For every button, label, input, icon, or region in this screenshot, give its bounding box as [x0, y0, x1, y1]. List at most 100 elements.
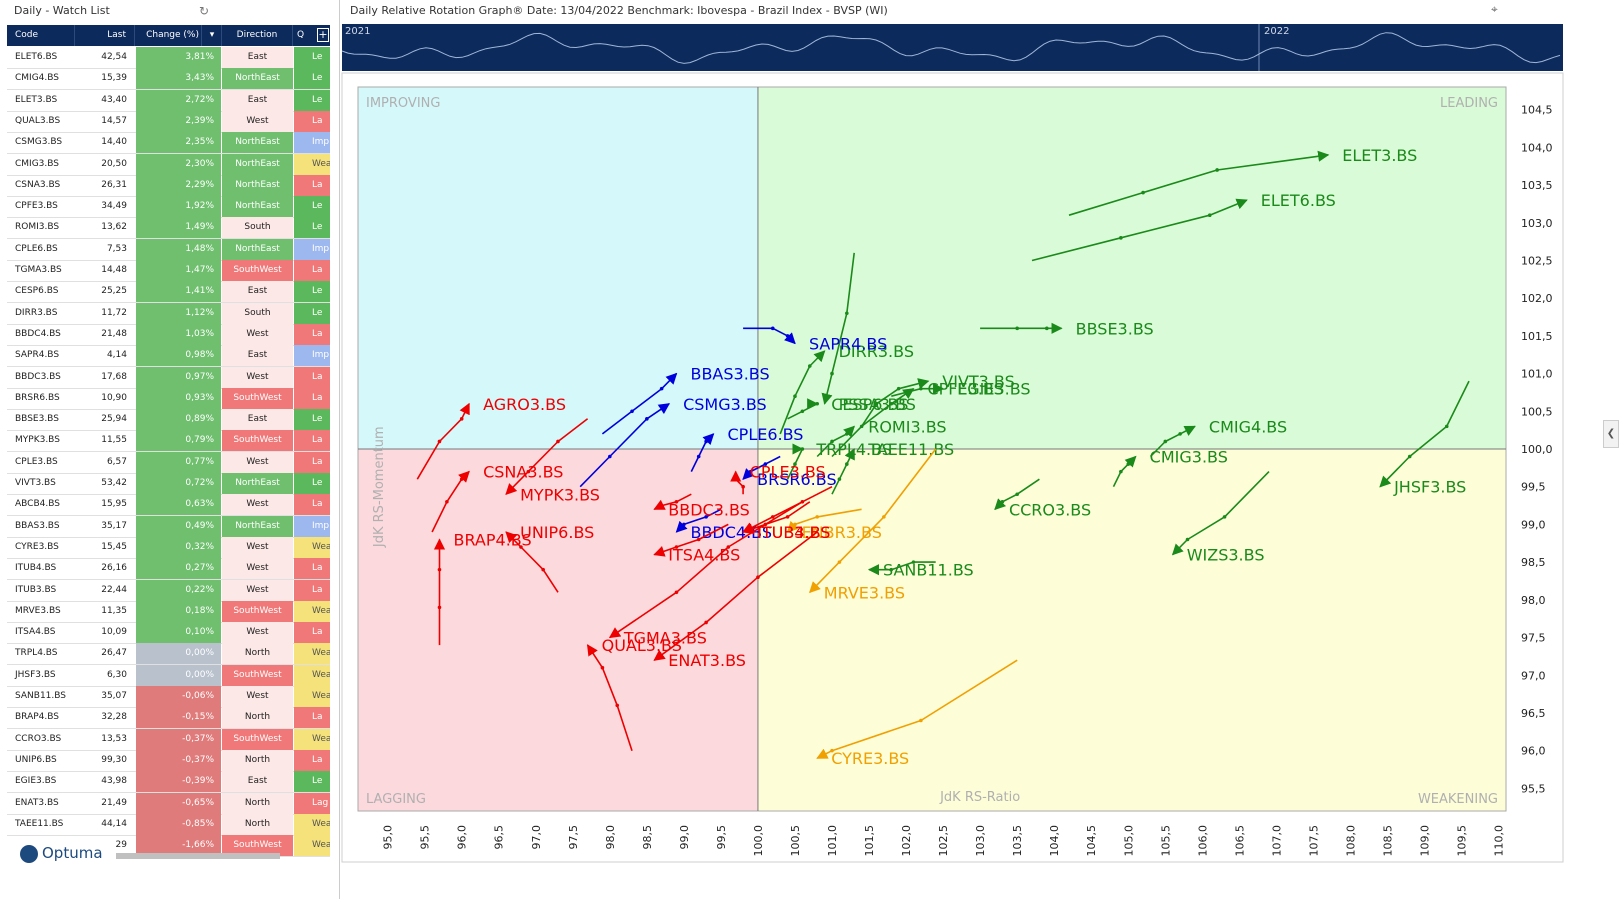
series-tail [779, 350, 826, 435]
series-label: CESP6.BS [831, 395, 908, 414]
series-point [1015, 326, 1019, 331]
table-row[interactable]: BBSE3.BS 25,94 0,89% East Le [7, 409, 330, 432]
x-tick-label: 104,0 [1048, 825, 1061, 857]
series-tail [742, 455, 781, 481]
cell-direction: NorthEast [222, 132, 293, 154]
cell-code: CSMG3.BS [15, 137, 63, 148]
cell-quadrant: La [294, 323, 330, 345]
x-tick-label: 98,0 [604, 825, 617, 850]
table-row[interactable]: CMIG3.BS 20,50 2,30% NorthEast Wea [7, 153, 330, 176]
table-row[interactable]: ITUB4.BS 26,16 0,27% West La [7, 558, 330, 581]
side-panel-toggle-icon[interactable]: ❮ [1603, 420, 1619, 448]
series-point [704, 515, 708, 519]
cell-quadrant: La [294, 494, 330, 516]
table-row[interactable]: 29 -1,66% SouthWest Wea [7, 835, 330, 858]
cell-direction: SouthWest [222, 430, 293, 452]
table-row[interactable]: BBDC4.BS 21,48 1,03% West La [7, 323, 330, 346]
table-row[interactable]: CPLE3.BS 6,57 0,77% West La [7, 451, 330, 474]
refresh-icon[interactable]: ↻ [199, 4, 210, 18]
table-row[interactable]: CCRO3.BS 13,53 -0,37% SouthWest Wea [7, 728, 330, 751]
table-row[interactable]: BBDC3.BS 17,68 0,97% West La [7, 366, 330, 389]
series-point [896, 386, 901, 391]
cell-code: EGIE3.BS [15, 776, 57, 787]
column-header-change[interactable]: Change (%) [136, 25, 202, 46]
table-row[interactable]: ELET6.BS 42,54 3,81% East Le [7, 47, 330, 69]
cell-code: BBDC4.BS [15, 328, 61, 339]
series-tail [1149, 425, 1196, 458]
table-row[interactable]: ELET3.BS 43,40 2,72% East Le [7, 89, 330, 112]
table-row[interactable]: BRAP4.BS 32,28 -0,15% North La [7, 707, 330, 730]
series-tail [867, 561, 936, 576]
cell-change: 0,98% [136, 345, 221, 367]
cell-quadrant: Le [294, 409, 330, 431]
cell-change: -0,06% [136, 686, 221, 707]
pin-icon[interactable]: ⌖ [1491, 2, 1498, 16]
series-label: CPLE6.BS [728, 425, 804, 444]
table-row[interactable]: CPLE6.BS 7,53 1,48% NorthEast Imp [7, 238, 330, 261]
series-point [785, 515, 790, 519]
table-row[interactable]: TAEE11.BS 44,14 -0,85% North Wea [7, 813, 330, 836]
table-row[interactable]: CYRE3.BS 15,45 0,32% West Wea [7, 536, 330, 559]
table-row[interactable]: CSNA3.BS 26,31 2,29% NorthEast La [7, 174, 330, 197]
series-label: ELET3.BS [1342, 146, 1417, 165]
cell-change: 0,10% [136, 622, 221, 644]
table-row[interactable]: UNIP6.BS 99,30 -0,37% North La [7, 749, 330, 772]
column-header-code[interactable]: Code [7, 25, 75, 46]
table-row[interactable]: SAPR4.BS 4,14 0,98% East Imp [7, 345, 330, 368]
x-tick-label: 102,0 [900, 825, 913, 857]
table-row[interactable]: JHSF3.BS 6,30 0,00% SouthWest Wea [7, 664, 330, 687]
cell-change: -0,39% [136, 771, 221, 793]
table-row[interactable]: ITSA4.BS 10,09 0,10% West La [7, 622, 330, 645]
y-tick-label: 97,5 [1521, 632, 1546, 645]
add-column-icon[interactable]: + [317, 28, 329, 42]
series-point [645, 417, 649, 421]
cell-change: 1,47% [136, 260, 221, 281]
cell-code: ITUB4.BS [15, 563, 57, 574]
table-row[interactable]: EGIE3.BS 43,98 -0,39% East Le [7, 771, 330, 794]
table-row[interactable]: BBAS3.BS 35,17 0,49% NorthEast Imp [7, 515, 330, 538]
series-point [785, 334, 790, 338]
table-row[interactable]: ENAT3.BS 21,49 -0,65% North Lag [7, 792, 330, 815]
table-row[interactable]: CSMG3.BS 14,40 2,35% NorthEast Imp [7, 132, 330, 155]
column-header-last[interactable]: Last [75, 25, 135, 46]
table-row[interactable]: DIRR3.BS 11,72 1,12% South Le [7, 302, 330, 325]
column-header-quadrant[interactable]: Q [297, 30, 305, 40]
table-row[interactable]: BRSR6.BS 10,90 0,93% SouthWest La [7, 387, 330, 410]
table-row[interactable]: VIVT3.BS 53,42 0,72% NorthEast Le [7, 473, 330, 495]
series-label: SANB11.BS [883, 561, 974, 580]
table-row[interactable]: ITUB3.BS 22,44 0,22% West La [7, 579, 330, 602]
timeline-label-2022: 2022 [1264, 26, 1289, 37]
cell-change: 0,00% [136, 643, 221, 665]
cell-code: CPLE3.BS [15, 456, 58, 467]
cell-code: JHSF3.BS [15, 669, 56, 680]
column-header-direction[interactable]: Direction [222, 25, 293, 46]
series-point [459, 477, 464, 481]
table-row[interactable]: ROMI3.BS 13,62 1,49% South Le [7, 217, 330, 240]
table-row[interactable]: ABCB4.BS 15,95 0,63% West La [7, 494, 330, 517]
series-tail [653, 493, 692, 511]
table-row[interactable]: MRVE3.BS 11,35 0,18% SouthWest Wea [7, 600, 330, 623]
y-tick-label: 104,0 [1521, 141, 1553, 154]
x-tick-label: 105,5 [1159, 825, 1172, 857]
table-row[interactable]: TRPL4.BS 26,47 0,00% North Wea [7, 643, 330, 666]
table-row[interactable]: CPFE3.BS 34,49 1,92% NorthEast Le [7, 196, 330, 219]
cell-quadrant: Lag [294, 792, 330, 814]
series-label: ENAT3.BS [668, 651, 746, 670]
quadrant-label-weakening: WEAKENING [1418, 792, 1498, 807]
table-row[interactable]: SANB11.BS 35,07 -0,06% West Wea [7, 686, 330, 708]
cell-change: 0,22% [136, 579, 221, 601]
table-row[interactable]: TGMA3.BS 14,48 1,47% SouthWest La [7, 260, 330, 282]
table-row[interactable]: CESP6.BS 25,25 1,41% East Le [7, 281, 330, 304]
cell-code: ABCB4.BS [15, 499, 60, 510]
sort-desc-icon[interactable]: ▾ [203, 25, 222, 46]
table-row[interactable]: QUAL3.BS 14,57 2,39% West La [7, 110, 330, 133]
table-row[interactable]: MYPK3.BS 11,55 0,79% SouthWest La [7, 430, 330, 453]
horizontal-scrollbar[interactable] [116, 853, 280, 859]
series-tail [742, 485, 833, 533]
table-row[interactable]: CMIG4.BS 15,39 3,43% NorthEast Le [7, 68, 330, 91]
cell-change: 2,29% [136, 174, 221, 196]
rrg-chart[interactable]: 2021 2022 IMPROVING LEADING LAGGING WEAKENING… [341, 0, 1620, 899]
cell-change: 2,72% [136, 89, 221, 111]
cell-last: 32,28 [101, 712, 127, 723]
x-tick-label: 101,5 [863, 825, 876, 857]
